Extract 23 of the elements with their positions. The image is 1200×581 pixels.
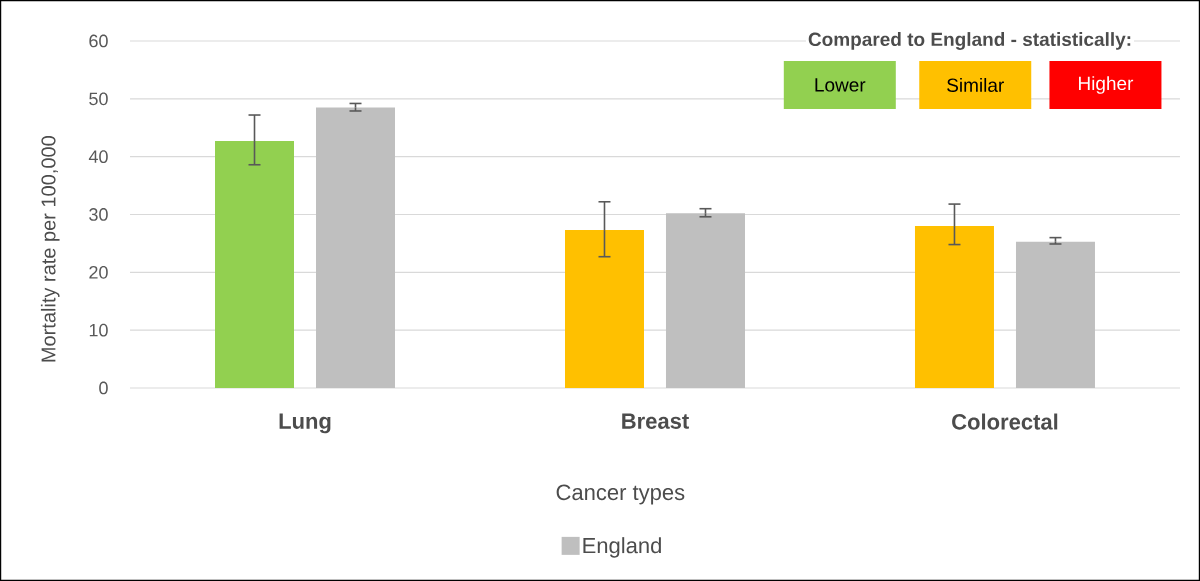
annotation: Compared to England - statistically: <box>808 32 1131 50</box>
y-tick-label: 60 <box>89 34 108 48</box>
bar <box>316 107 395 388</box>
bar <box>665 213 745 388</box>
y-tick-label: 10 <box>89 323 108 337</box>
legend-label: England <box>583 537 661 558</box>
bar <box>215 141 294 388</box>
bar <box>914 226 994 388</box>
y-tick-label: 30 <box>89 208 108 221</box>
x-tick-label: Breast <box>622 413 689 429</box>
y-tick-label: 0 <box>99 381 108 395</box>
x-tick-label: Colorectal <box>952 413 1058 430</box>
annotation: Similar <box>947 78 1004 92</box>
x-tick-label: Lung <box>279 413 331 434</box>
bar <box>1015 241 1095 388</box>
y-tick-label: 50 <box>89 92 108 106</box>
y-axis-title: Mortality rate per 100,000 <box>40 136 60 362</box>
x-axis-title: Cancer types <box>556 484 685 505</box>
bar <box>564 230 644 388</box>
y-tick-label: 40 <box>88 150 108 164</box>
y-tick-label: 20 <box>89 265 108 279</box>
annotation: Lower <box>815 78 866 92</box>
annotation: Higher <box>1079 76 1134 94</box>
